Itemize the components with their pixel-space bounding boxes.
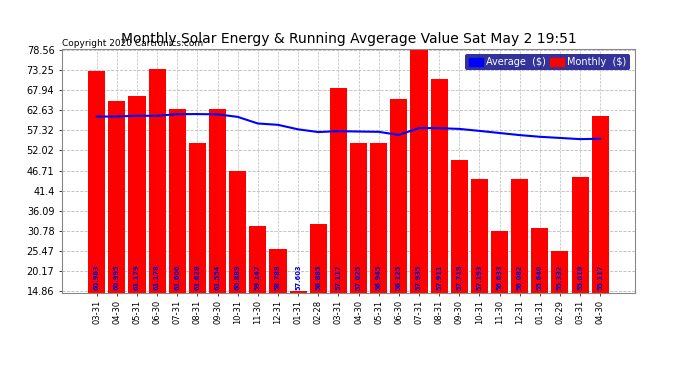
Bar <box>108 101 126 348</box>
Title: Monthly Solar Energy & Running Avgerage Value Sat May 2 19:51: Monthly Solar Energy & Running Avgerage … <box>121 32 576 46</box>
Bar <box>350 143 367 348</box>
Bar <box>310 225 327 348</box>
Text: 56.885: 56.885 <box>315 265 322 290</box>
Text: 61.554: 61.554 <box>215 265 221 290</box>
Text: 56.082: 56.082 <box>517 265 522 290</box>
Bar <box>249 226 266 348</box>
Text: 61.606: 61.606 <box>175 265 180 290</box>
Text: 58.789: 58.789 <box>275 265 281 290</box>
Text: 57.603: 57.603 <box>295 265 301 290</box>
Bar <box>269 249 286 348</box>
Bar <box>591 117 609 348</box>
Text: 61.178: 61.178 <box>154 265 160 290</box>
Bar <box>551 251 569 348</box>
Text: 59.147: 59.147 <box>255 265 261 290</box>
Text: 55.640: 55.640 <box>537 265 543 290</box>
Text: 60.995: 60.995 <box>114 265 120 290</box>
Bar <box>531 228 549 348</box>
Bar <box>128 96 146 348</box>
Text: 61.179: 61.179 <box>134 265 140 290</box>
Bar <box>330 88 347 348</box>
Bar <box>370 143 387 348</box>
Bar <box>451 160 468 348</box>
Bar <box>471 179 488 348</box>
Text: 57.719: 57.719 <box>456 265 462 290</box>
Text: 57.193: 57.193 <box>476 265 482 290</box>
Text: 57.911: 57.911 <box>436 265 442 290</box>
Text: 57.025: 57.025 <box>355 265 362 290</box>
Text: 55.019: 55.019 <box>577 265 583 290</box>
Text: 55.117: 55.117 <box>598 265 603 290</box>
Bar <box>189 143 206 348</box>
Bar <box>88 71 106 348</box>
Legend: Average  ($), Monthly  ($): Average ($), Monthly ($) <box>465 54 630 70</box>
Text: 57.117: 57.117 <box>335 265 342 290</box>
Text: 60.889: 60.889 <box>235 265 241 290</box>
Bar <box>431 78 448 348</box>
Text: 56.633: 56.633 <box>497 265 502 290</box>
Bar <box>411 46 428 348</box>
Bar <box>571 177 589 348</box>
Text: 56.945: 56.945 <box>375 265 382 290</box>
Bar <box>168 109 186 348</box>
Text: Copyright 2020 Cartronics.com: Copyright 2020 Cartronics.com <box>62 39 204 48</box>
Text: 60.963: 60.963 <box>94 265 99 290</box>
Bar <box>229 171 246 348</box>
Bar <box>391 99 407 348</box>
Bar <box>209 109 226 348</box>
Text: 55.332: 55.332 <box>557 265 563 290</box>
Text: 57.935: 57.935 <box>416 265 422 290</box>
Text: 56.125: 56.125 <box>396 265 402 290</box>
Bar <box>148 69 166 348</box>
Bar <box>491 231 508 348</box>
Text: 61.628: 61.628 <box>195 265 200 290</box>
Bar <box>290 291 306 348</box>
Bar <box>511 179 529 348</box>
